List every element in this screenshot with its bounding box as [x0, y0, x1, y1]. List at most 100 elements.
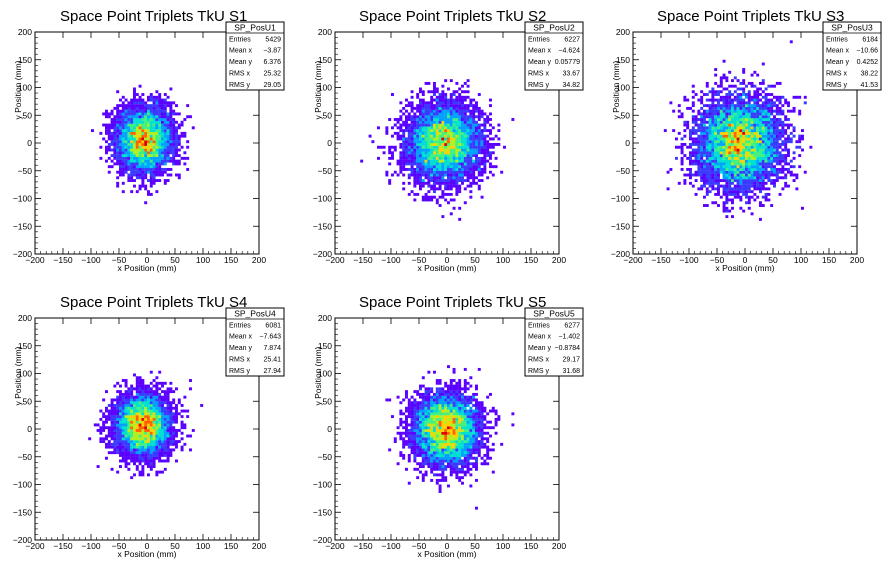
histogram-bin [736, 95, 740, 99]
histogram-bin [124, 148, 128, 152]
histogram-bin [767, 123, 771, 127]
stats-label: Mean x [826, 48, 849, 55]
histogram-bin [483, 442, 487, 446]
histogram-bin [469, 123, 473, 127]
histogram-bin [458, 431, 462, 435]
histogram-bin [719, 145, 723, 149]
histogram-bin [700, 156, 704, 160]
histogram-bin [149, 123, 153, 127]
histogram-bin [767, 162, 771, 166]
histogram-bin [714, 201, 718, 205]
histogram-bin [147, 406, 150, 410]
histogram-bin [169, 409, 173, 413]
histogram-bin [452, 98, 456, 102]
histogram-bin [711, 137, 715, 141]
histogram-bin [416, 115, 420, 119]
histogram-bin [463, 420, 467, 424]
histogram-bin [135, 93, 139, 96]
histogram-bin [166, 431, 170, 435]
histogram-bin [742, 129, 746, 133]
histogram-bin [444, 162, 448, 166]
histogram-bin [133, 453, 136, 457]
histogram-bin [725, 198, 729, 202]
histogram-bin [722, 87, 726, 91]
histogram-bin [144, 159, 148, 163]
histogram-bin [407, 429, 411, 432]
histogram-bin [124, 112, 128, 116]
histogram-bin [697, 126, 701, 130]
histogram-bin [708, 131, 712, 135]
histogram-bin [169, 401, 173, 405]
histogram-bin [475, 467, 478, 471]
histogram-bin [461, 415, 464, 419]
histogram-bin [102, 420, 106, 424]
histogram-bin [447, 112, 450, 116]
histogram-bin [452, 451, 456, 455]
histogram-bin [163, 423, 167, 427]
histogram-bin [469, 456, 473, 460]
histogram-bin [722, 123, 726, 127]
histogram-bin [736, 187, 740, 191]
histogram-bin [792, 129, 796, 133]
x-tick-label: 150 [822, 255, 836, 265]
histogram-bin [714, 151, 718, 155]
histogram-bin [149, 392, 153, 396]
x-tick-label: 50 [768, 255, 778, 265]
histogram-bin [469, 165, 473, 169]
histogram-bin [739, 143, 743, 146]
histogram-bin [391, 156, 394, 160]
histogram-bin [680, 151, 684, 155]
histogram-bin [147, 120, 150, 124]
histogram-bin [461, 451, 464, 455]
histogram-bin [424, 123, 428, 127]
x-tick-label: −200 [25, 255, 44, 265]
histogram-bin [764, 93, 768, 96]
histogram-bin [149, 184, 153, 188]
histogram-bin [449, 98, 453, 102]
histogram-bin [719, 79, 723, 83]
histogram-bin [149, 148, 153, 152]
histogram-bin [761, 151, 765, 155]
histogram-bin [745, 104, 748, 108]
histogram-bin [155, 453, 159, 457]
histogram-bin [155, 387, 159, 391]
histogram-bin [759, 143, 762, 146]
histogram-bin [458, 162, 462, 166]
histogram-bin [169, 134, 173, 138]
histogram-bin [119, 412, 122, 416]
histogram-bin [438, 426, 442, 430]
histogram-bin [683, 120, 687, 124]
histogram-bin [736, 173, 740, 177]
histogram-bin [736, 156, 740, 160]
histogram-bin [764, 115, 768, 119]
y-tick-label: −50 [18, 452, 33, 462]
histogram-bin [172, 431, 176, 435]
histogram-bin [483, 126, 487, 130]
histogram-bin [99, 145, 103, 149]
histogram-bin [461, 426, 464, 430]
histogram-bin [138, 173, 142, 177]
histogram-bin [127, 429, 131, 432]
histogram-bin [133, 151, 136, 155]
histogram-bin [419, 101, 422, 105]
histogram-bin [99, 429, 103, 432]
histogram-bin [124, 434, 128, 438]
histogram-bin [691, 159, 695, 163]
histogram-bin [116, 115, 120, 119]
histogram-bin [121, 415, 125, 419]
histogram-bin [138, 437, 142, 441]
histogram-bin [447, 129, 450, 133]
histogram-bin [475, 431, 478, 435]
histogram-bin [166, 126, 170, 130]
stats-label: Mean x [528, 48, 551, 55]
histogram-bin [166, 129, 170, 133]
histogram-bin [127, 412, 131, 416]
histogram-bin [421, 112, 425, 116]
histogram-bin [435, 165, 439, 169]
histogram-bin [158, 93, 162, 96]
histogram-bin [107, 426, 111, 430]
histogram-bin [110, 120, 114, 124]
histogram-bin [133, 420, 136, 424]
y-tick-label: 100 [318, 83, 332, 93]
